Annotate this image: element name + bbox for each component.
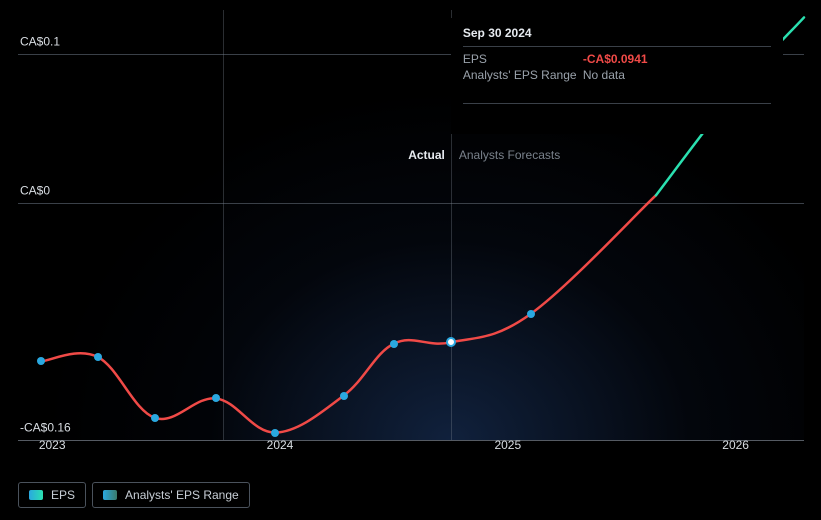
data-point-marker[interactable] bbox=[94, 353, 102, 361]
legend-swatch-range bbox=[103, 490, 117, 500]
x-tick-label: 2023 bbox=[39, 438, 66, 452]
legend: EPS Analysts' EPS Range bbox=[18, 482, 250, 508]
data-point-marker-highlight[interactable] bbox=[446, 337, 456, 347]
eps-chart: CA$0.1 CA$0 -CA$0.16 Actual Analysts For… bbox=[0, 0, 821, 520]
data-point-marker[interactable] bbox=[340, 392, 348, 400]
legend-item-range[interactable]: Analysts' EPS Range bbox=[92, 482, 250, 508]
legend-item-eps[interactable]: EPS bbox=[18, 482, 86, 508]
tooltip-row-eps: EPS -CA$0.0941 bbox=[463, 51, 771, 67]
eps-line-negative bbox=[41, 195, 656, 432]
plot-area[interactable]: CA$0.1 CA$0 -CA$0.16 Actual Analysts For… bbox=[18, 10, 804, 440]
legend-label: Analysts' EPS Range bbox=[125, 488, 239, 502]
tooltip-value: No data bbox=[583, 68, 625, 82]
tooltip-key: EPS bbox=[463, 52, 583, 66]
data-point-marker[interactable] bbox=[37, 357, 45, 365]
x-tick-label: 2026 bbox=[722, 438, 749, 452]
x-tick-label: 2025 bbox=[494, 438, 521, 452]
data-point-marker[interactable] bbox=[151, 414, 159, 422]
x-tick-label: 2024 bbox=[267, 438, 294, 452]
data-point-marker[interactable] bbox=[212, 394, 220, 402]
tooltip-date: Sep 30 2024 bbox=[463, 26, 771, 47]
legend-label: EPS bbox=[51, 488, 75, 502]
tooltip-footer-divider bbox=[463, 103, 771, 104]
data-point-marker[interactable] bbox=[271, 429, 279, 437]
tooltip-value: -CA$0.0941 bbox=[583, 52, 648, 66]
tooltip-key: Analysts' EPS Range bbox=[463, 68, 583, 82]
chart-tooltip: Sep 30 2024 EPS -CA$0.0941 Analysts' EPS… bbox=[451, 18, 783, 134]
tooltip-row-range: Analysts' EPS Range No data bbox=[463, 67, 771, 83]
data-point-marker[interactable] bbox=[390, 340, 398, 348]
gridline-bottom bbox=[18, 440, 804, 441]
data-point-marker[interactable] bbox=[527, 310, 535, 318]
legend-swatch-eps bbox=[29, 490, 43, 500]
